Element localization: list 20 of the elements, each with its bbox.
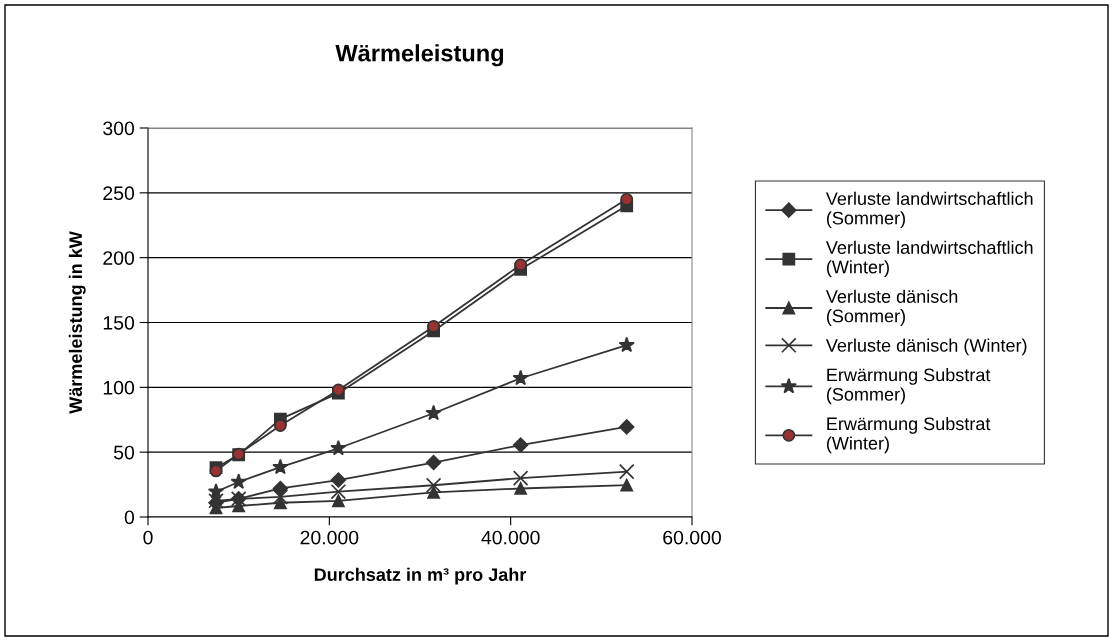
x-tick-label: 40.000 <box>481 530 540 545</box>
y-tick-label: 100 <box>103 380 135 395</box>
x-tick-label: 20.000 <box>300 530 359 545</box>
legend-label: Verluste landwirtschaftlich (Winter) <box>825 240 1033 277</box>
legend-label: Erwärmung Substrat (Winter) <box>826 416 991 454</box>
y-axis-title: Wärmeleistung in kW <box>68 231 86 414</box>
y-tick-label: 50 <box>113 445 135 460</box>
legend-label: Erwärmung Substrat (Sommer) <box>826 368 991 405</box>
legend-label: Verluste landwirtschaftlich (Sommer) <box>825 191 1033 229</box>
x-tick-label: 0 <box>143 530 153 545</box>
legend-label: Verluste dänisch (Winter) <box>825 338 1027 356</box>
x-axis-title: Durchsatz in m³ pro Jahr <box>314 567 527 585</box>
chart-title: Wärmeleistung <box>335 44 504 67</box>
legend-label: Verluste dänisch (Sommer) <box>825 289 958 326</box>
y-tick-label: 250 <box>103 186 135 201</box>
y-tick-label: 300 <box>103 121 135 136</box>
y-tick-label: 200 <box>103 251 135 265</box>
y-tick-label: 150 <box>103 315 135 330</box>
x-tick-label: 60.000 <box>663 530 721 545</box>
y-tick-label: 0 <box>124 510 135 525</box>
